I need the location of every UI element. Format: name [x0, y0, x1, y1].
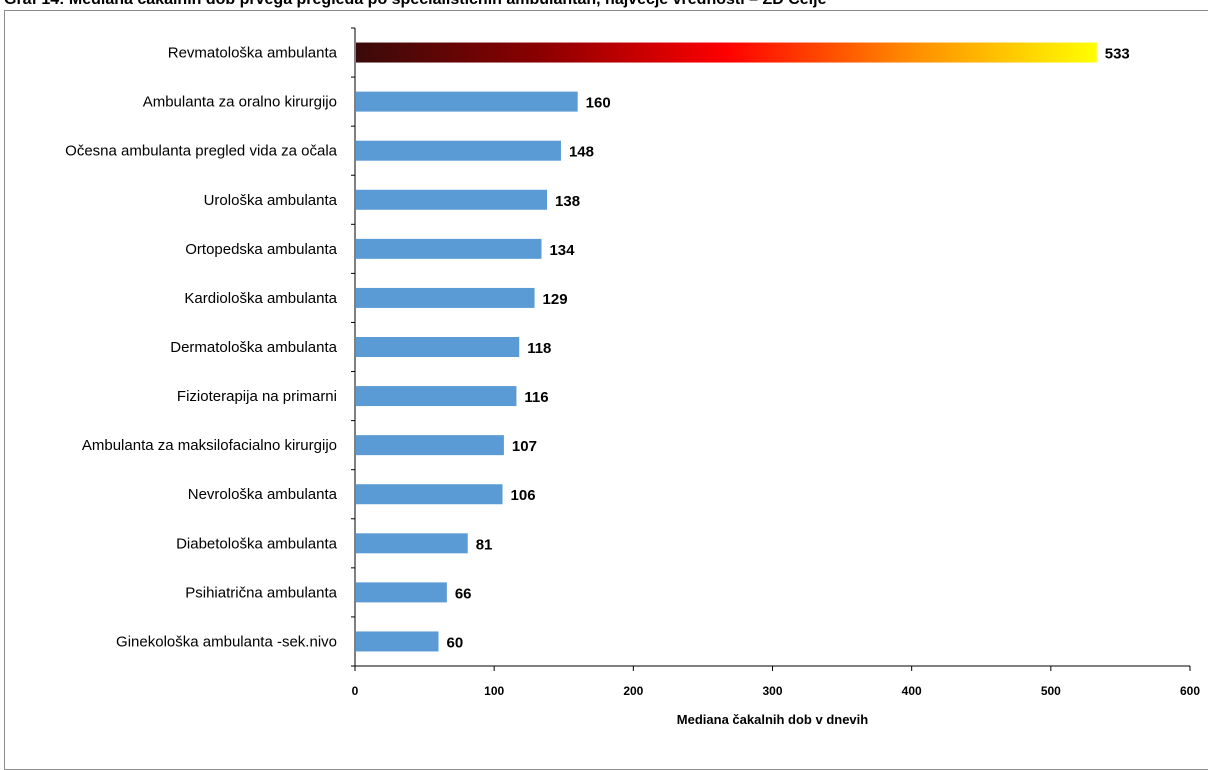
category-label: Revmatološka ambulanta [168, 45, 338, 62]
category-label: Ambulanta za maksilofacialno kirurgijo [82, 437, 337, 454]
category-label: Psihiatrična ambulanta [185, 584, 337, 601]
axis-group: 0 100 200 300 400 500 600 [351, 27, 1200, 698]
data-label: 116 [524, 389, 548, 406]
x-axis-title: Mediana čakalnih dob v dnevih [677, 712, 868, 727]
data-label: 81 [476, 536, 493, 553]
bar-chart: Revmatološka ambulanta 533 Ambulanta za or… [65, 27, 1200, 727]
x-tick-label: 200 [623, 684, 643, 698]
data-label: 66 [455, 585, 472, 602]
data-label: 106 [511, 487, 536, 504]
bar [356, 386, 517, 407]
category-label: Ortopedska ambulanta [185, 241, 337, 258]
data-label: 129 [543, 291, 568, 308]
data-label: 533 [1105, 46, 1130, 63]
bar [356, 189, 548, 210]
data-label: 148 [569, 144, 594, 161]
bar [356, 238, 542, 259]
category-label: Nevrološka ambulanta [188, 486, 338, 503]
bar [356, 287, 535, 308]
page-title: Graf 14: Mediana čakalnih dob prvega pre… [4, 0, 826, 9]
x-tick-label: 600 [1180, 684, 1200, 698]
category-label: Fizioterapija na primarni [177, 388, 337, 405]
x-tick-label: 300 [762, 684, 782, 698]
data-label: 107 [512, 438, 537, 455]
data-label: 134 [549, 242, 575, 259]
bar [356, 42, 1097, 63]
bar [356, 140, 561, 161]
bar [356, 337, 520, 357]
bar [356, 435, 504, 456]
category-label: Ambulanta za oralno kirurgijo [143, 94, 337, 111]
category-label: Urološka ambulanta [204, 192, 338, 209]
bars-group: Revmatološka ambulanta 533 Ambulanta za or… [65, 42, 1130, 652]
bar [356, 91, 578, 112]
x-tick-label: 500 [1041, 684, 1061, 698]
bar [356, 533, 468, 554]
data-label: 60 [447, 634, 464, 651]
bar [356, 582, 447, 603]
category-label: Diabetološka ambulanta [176, 535, 338, 552]
category-label: Ginekološka ambulanta -sek.nivo [116, 633, 337, 650]
category-label: Kardiološka ambulanta [184, 290, 337, 307]
category-label: Očesna ambulanta pregled vida za očala [65, 143, 337, 160]
x-tick-label: 400 [902, 684, 922, 698]
x-tick-label: 100 [484, 684, 504, 698]
data-label: 138 [555, 193, 580, 210]
page-title-strip: Graf 14: Mediana čakalnih dob prvega pre… [0, 0, 1208, 10]
bar [356, 484, 503, 505]
category-label: Dermatološka ambulanta [170, 339, 337, 356]
x-tick-label: 0 [352, 684, 359, 698]
data-label: 160 [586, 95, 611, 112]
data-label: 118 [527, 340, 551, 357]
bar [356, 631, 439, 652]
